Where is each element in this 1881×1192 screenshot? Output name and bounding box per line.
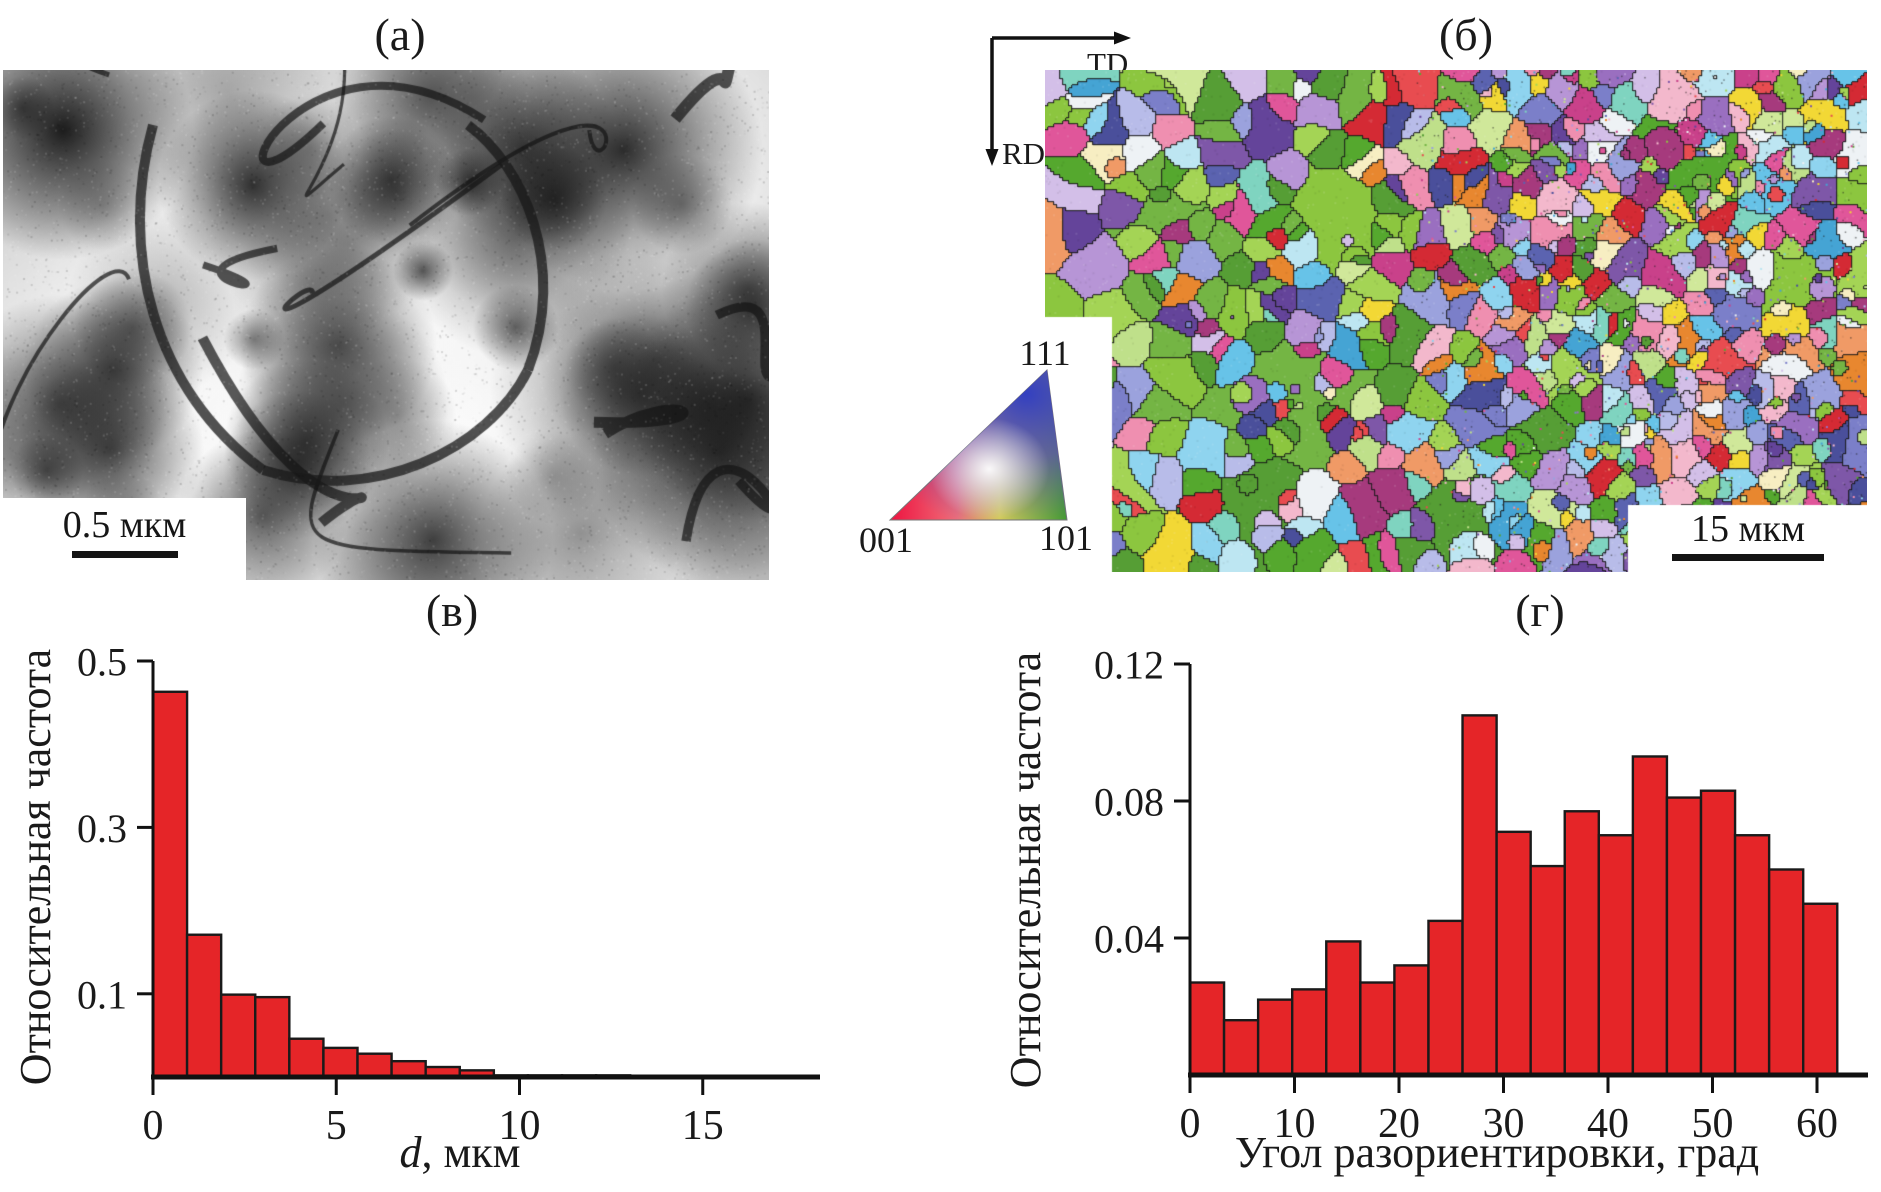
ebsd-orientation-map — [1045, 70, 1867, 572]
y-tick-label: 0.04 — [1094, 917, 1164, 962]
tem-scale-bar-label: 0.5 мкм — [62, 504, 187, 546]
histogram-bar — [1256, 998, 1294, 1077]
histogram-bar — [356, 1052, 393, 1079]
panel-b-label: (б) — [1438, 9, 1494, 60]
histogram-bar — [219, 993, 257, 1079]
histogram-bar — [1699, 789, 1737, 1077]
histogram-bar — [151, 690, 189, 1079]
td-arrowhead-icon — [1114, 31, 1131, 45]
histogram-bar — [254, 995, 291, 1079]
y-tick-label: 0.12 — [1094, 643, 1164, 688]
panel-a-label: (а) — [374, 9, 426, 60]
x-tick-label: 40 — [1587, 1101, 1629, 1147]
x-tick-label: 30 — [1483, 1101, 1525, 1147]
x-tick-label: 10 — [1274, 1101, 1316, 1147]
histogram-bar — [1188, 981, 1226, 1077]
ipf-color-triangle — [888, 368, 1068, 521]
histogram-bar — [1733, 834, 1771, 1077]
histogram-bar — [1427, 919, 1464, 1077]
histogram-bar — [1461, 714, 1498, 1077]
histogram-bar — [185, 933, 223, 1079]
histogram-bar — [1665, 796, 1703, 1077]
histogram-bar — [1222, 1019, 1260, 1077]
x-axis-title: d, мкм — [399, 1128, 520, 1177]
histogram-bar — [1563, 810, 1601, 1077]
tem-micrograph-image — [3, 70, 769, 580]
x-tick-label: 50 — [1692, 1101, 1734, 1147]
histogram-bar — [1325, 940, 1362, 1077]
histogram-bar — [1631, 755, 1669, 1077]
td-rd-axes — [985, 31, 1131, 166]
x-tick-label: 60 — [1796, 1101, 1838, 1147]
panel-v-label: (в) — [425, 585, 479, 636]
ebsd-scale-bar-label: 15 мкм — [1690, 508, 1806, 550]
histogram-bar — [1291, 988, 1328, 1077]
histogram-bar — [1802, 902, 1839, 1077]
histogram-bar — [1393, 964, 1430, 1077]
histogram-bar — [1495, 830, 1532, 1077]
rd-axis-label: RD — [1002, 136, 1046, 171]
ipf-101-label: 101 — [1039, 518, 1093, 558]
y-axis-title: Относительная частота — [1001, 652, 1050, 1088]
ipf-triangle-white-overlay — [890, 370, 1067, 520]
x-tick-label: 0 — [143, 1103, 164, 1149]
x-tick-label: 10 — [499, 1103, 541, 1149]
ebsd-scale-bar-line — [1672, 553, 1824, 561]
ebsd-scale-bar: 15 мкм — [1630, 506, 1866, 572]
x-tick-label: 5 — [326, 1103, 347, 1149]
histogram-bar — [322, 1046, 359, 1079]
histogram-bar — [1359, 981, 1396, 1077]
y-tick-label: 0.08 — [1094, 780, 1164, 825]
grain-size-histogram: 0.1 0.3 0.5 0 5 10 15 Относительная частота d, м… — [11, 640, 820, 1177]
histogram-bar — [1767, 868, 1805, 1077]
y-tick-label: 0.3 — [77, 806, 127, 851]
x-tick-label: 20 — [1378, 1101, 1420, 1147]
histogram-bar — [1597, 834, 1635, 1077]
tem-scale-bar-line — [71, 550, 178, 558]
y-tick-label: 0.5 — [77, 640, 127, 685]
tem-scale-bar: 0.5 мкм — [3, 498, 246, 580]
panel-g-label: (г) — [1515, 585, 1565, 636]
ipf-111-label: 111 — [1019, 333, 1071, 373]
y-tick-label: 0.1 — [77, 972, 127, 1017]
x-tick-label: 0 — [1180, 1101, 1201, 1147]
misorientation-histogram: 0.04 0.08 0.12 0 10 20 30 40 50 60 Относительная ч… — [1001, 643, 1868, 1177]
histogram-bar — [288, 1037, 325, 1079]
rd-arrowhead-icon — [985, 149, 999, 166]
histogram-bar — [1529, 864, 1566, 1077]
ipf-001-label: 001 — [859, 520, 913, 560]
x-axis-title: Угол разориентировки, град — [1235, 1128, 1759, 1177]
y-axis-title: Относительная частота — [11, 649, 60, 1085]
x-tick-label: 15 — [682, 1103, 724, 1149]
